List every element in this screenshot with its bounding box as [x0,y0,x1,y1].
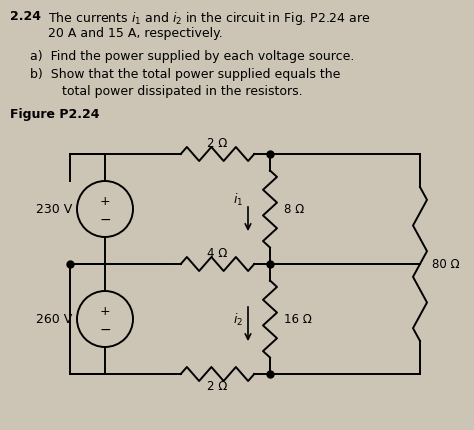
Text: +: + [100,195,110,208]
Text: −: − [99,212,111,227]
Text: $i_2$: $i_2$ [233,311,243,327]
Text: 2.24: 2.24 [10,10,41,23]
Text: 16 Ω: 16 Ω [284,313,312,326]
Text: Figure P2.24: Figure P2.24 [10,108,100,121]
Text: −: − [99,322,111,336]
Text: 8 Ω: 8 Ω [284,203,304,216]
Text: 2 Ω: 2 Ω [207,137,228,150]
Text: 260 V: 260 V [36,313,72,326]
Text: The currents $i_1$ and $i_2$ in the circuit in Fig. P2.24 are: The currents $i_1$ and $i_2$ in the circ… [48,10,371,27]
Text: total power dissipated in the resistors.: total power dissipated in the resistors. [30,85,302,98]
Text: 230 V: 230 V [36,203,72,216]
Text: $i_1$: $i_1$ [233,191,243,208]
Text: +: + [100,305,110,318]
Text: 80 Ω: 80 Ω [432,258,460,271]
Text: 4 Ω: 4 Ω [207,246,228,259]
Text: 20 A and 15 A, respectively.: 20 A and 15 A, respectively. [48,27,223,40]
Text: b)  Show that the total power supplied equals the: b) Show that the total power supplied eq… [30,68,340,81]
Text: a)  Find the power supplied by each voltage source.: a) Find the power supplied by each volta… [30,50,355,63]
Text: 2 Ω: 2 Ω [207,379,228,392]
